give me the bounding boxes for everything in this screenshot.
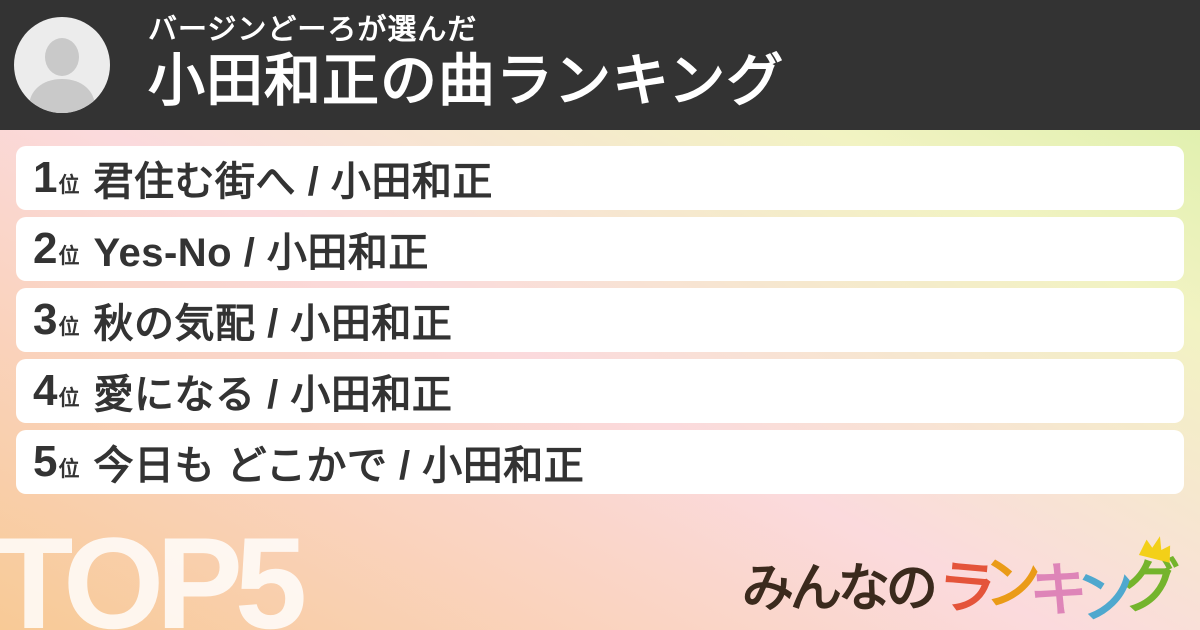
rank-suffix-label: 位 bbox=[58, 174, 80, 197]
rank-number: 1 bbox=[33, 153, 58, 202]
rank-suffix-label: 位 bbox=[58, 245, 80, 268]
page-title: 小田和正の曲ランキング bbox=[148, 49, 785, 114]
row-label: 愛になる / 小田和正 bbox=[93, 373, 453, 417]
rank-badge: 2 位 bbox=[33, 227, 79, 271]
ranking-row: 2 位 Yes-No / 小田和正 bbox=[16, 217, 1184, 281]
rank-suffix-label: 位 bbox=[58, 387, 80, 410]
rank-badge: 3 位 bbox=[33, 298, 79, 342]
rank-number: 5 bbox=[33, 437, 58, 486]
top5-watermark: TOP5 bbox=[0, 510, 307, 630]
ranking-row: 4 位 愛になる / 小田和正 bbox=[16, 359, 1184, 423]
crown-icon bbox=[1138, 536, 1171, 563]
logo-letter: グ bbox=[1121, 554, 1180, 619]
rank-suffix-label: 位 bbox=[58, 316, 80, 339]
ranking-list: 1 位 君住む街へ / 小田和正 2 位 Yes-No / 小田和正 3 位 秋… bbox=[0, 130, 1200, 510]
rank-number: 2 bbox=[33, 224, 58, 273]
ranking-row: 3 位 秋の気配 / 小田和正 bbox=[16, 288, 1184, 352]
row-label: 君住む街へ / 小田和正 bbox=[93, 160, 493, 204]
ranking-row: 1 位 君住む街へ / 小田和正 bbox=[16, 146, 1184, 210]
header: バージンどーろが選んだ 小田和正の曲ランキング bbox=[0, 0, 1200, 130]
rank-badge: 4 位 bbox=[33, 369, 79, 413]
header-subtitle: バージンどーろが選んだ bbox=[148, 14, 478, 47]
row-label: 秋の気配 / 小田和正 bbox=[93, 302, 453, 346]
logo-colored-letters: ランキング bbox=[935, 536, 1180, 630]
rank-badge: 5 位 bbox=[33, 440, 79, 484]
avatar bbox=[14, 17, 110, 113]
rank-suffix-label: 位 bbox=[58, 458, 80, 481]
logo-letter: ン bbox=[1071, 556, 1142, 630]
ranking-row: 5 位 今日も どこかで / 小田和正 bbox=[16, 430, 1184, 494]
row-label: Yes-No / 小田和正 bbox=[93, 231, 429, 275]
person-icon bbox=[29, 38, 95, 113]
row-label: 今日も どこかで / 小田和正 bbox=[93, 444, 585, 488]
rank-badge: 1 位 bbox=[33, 156, 79, 200]
logo-prefix: みんなの bbox=[741, 560, 938, 618]
header-text: バージンどーろが選んだ 小田和正の曲ランキング bbox=[148, 14, 785, 114]
rank-number: 3 bbox=[33, 295, 58, 344]
minna-no-ranking-logo: みんなの ランキング bbox=[741, 536, 1180, 630]
rank-number: 4 bbox=[33, 366, 58, 415]
